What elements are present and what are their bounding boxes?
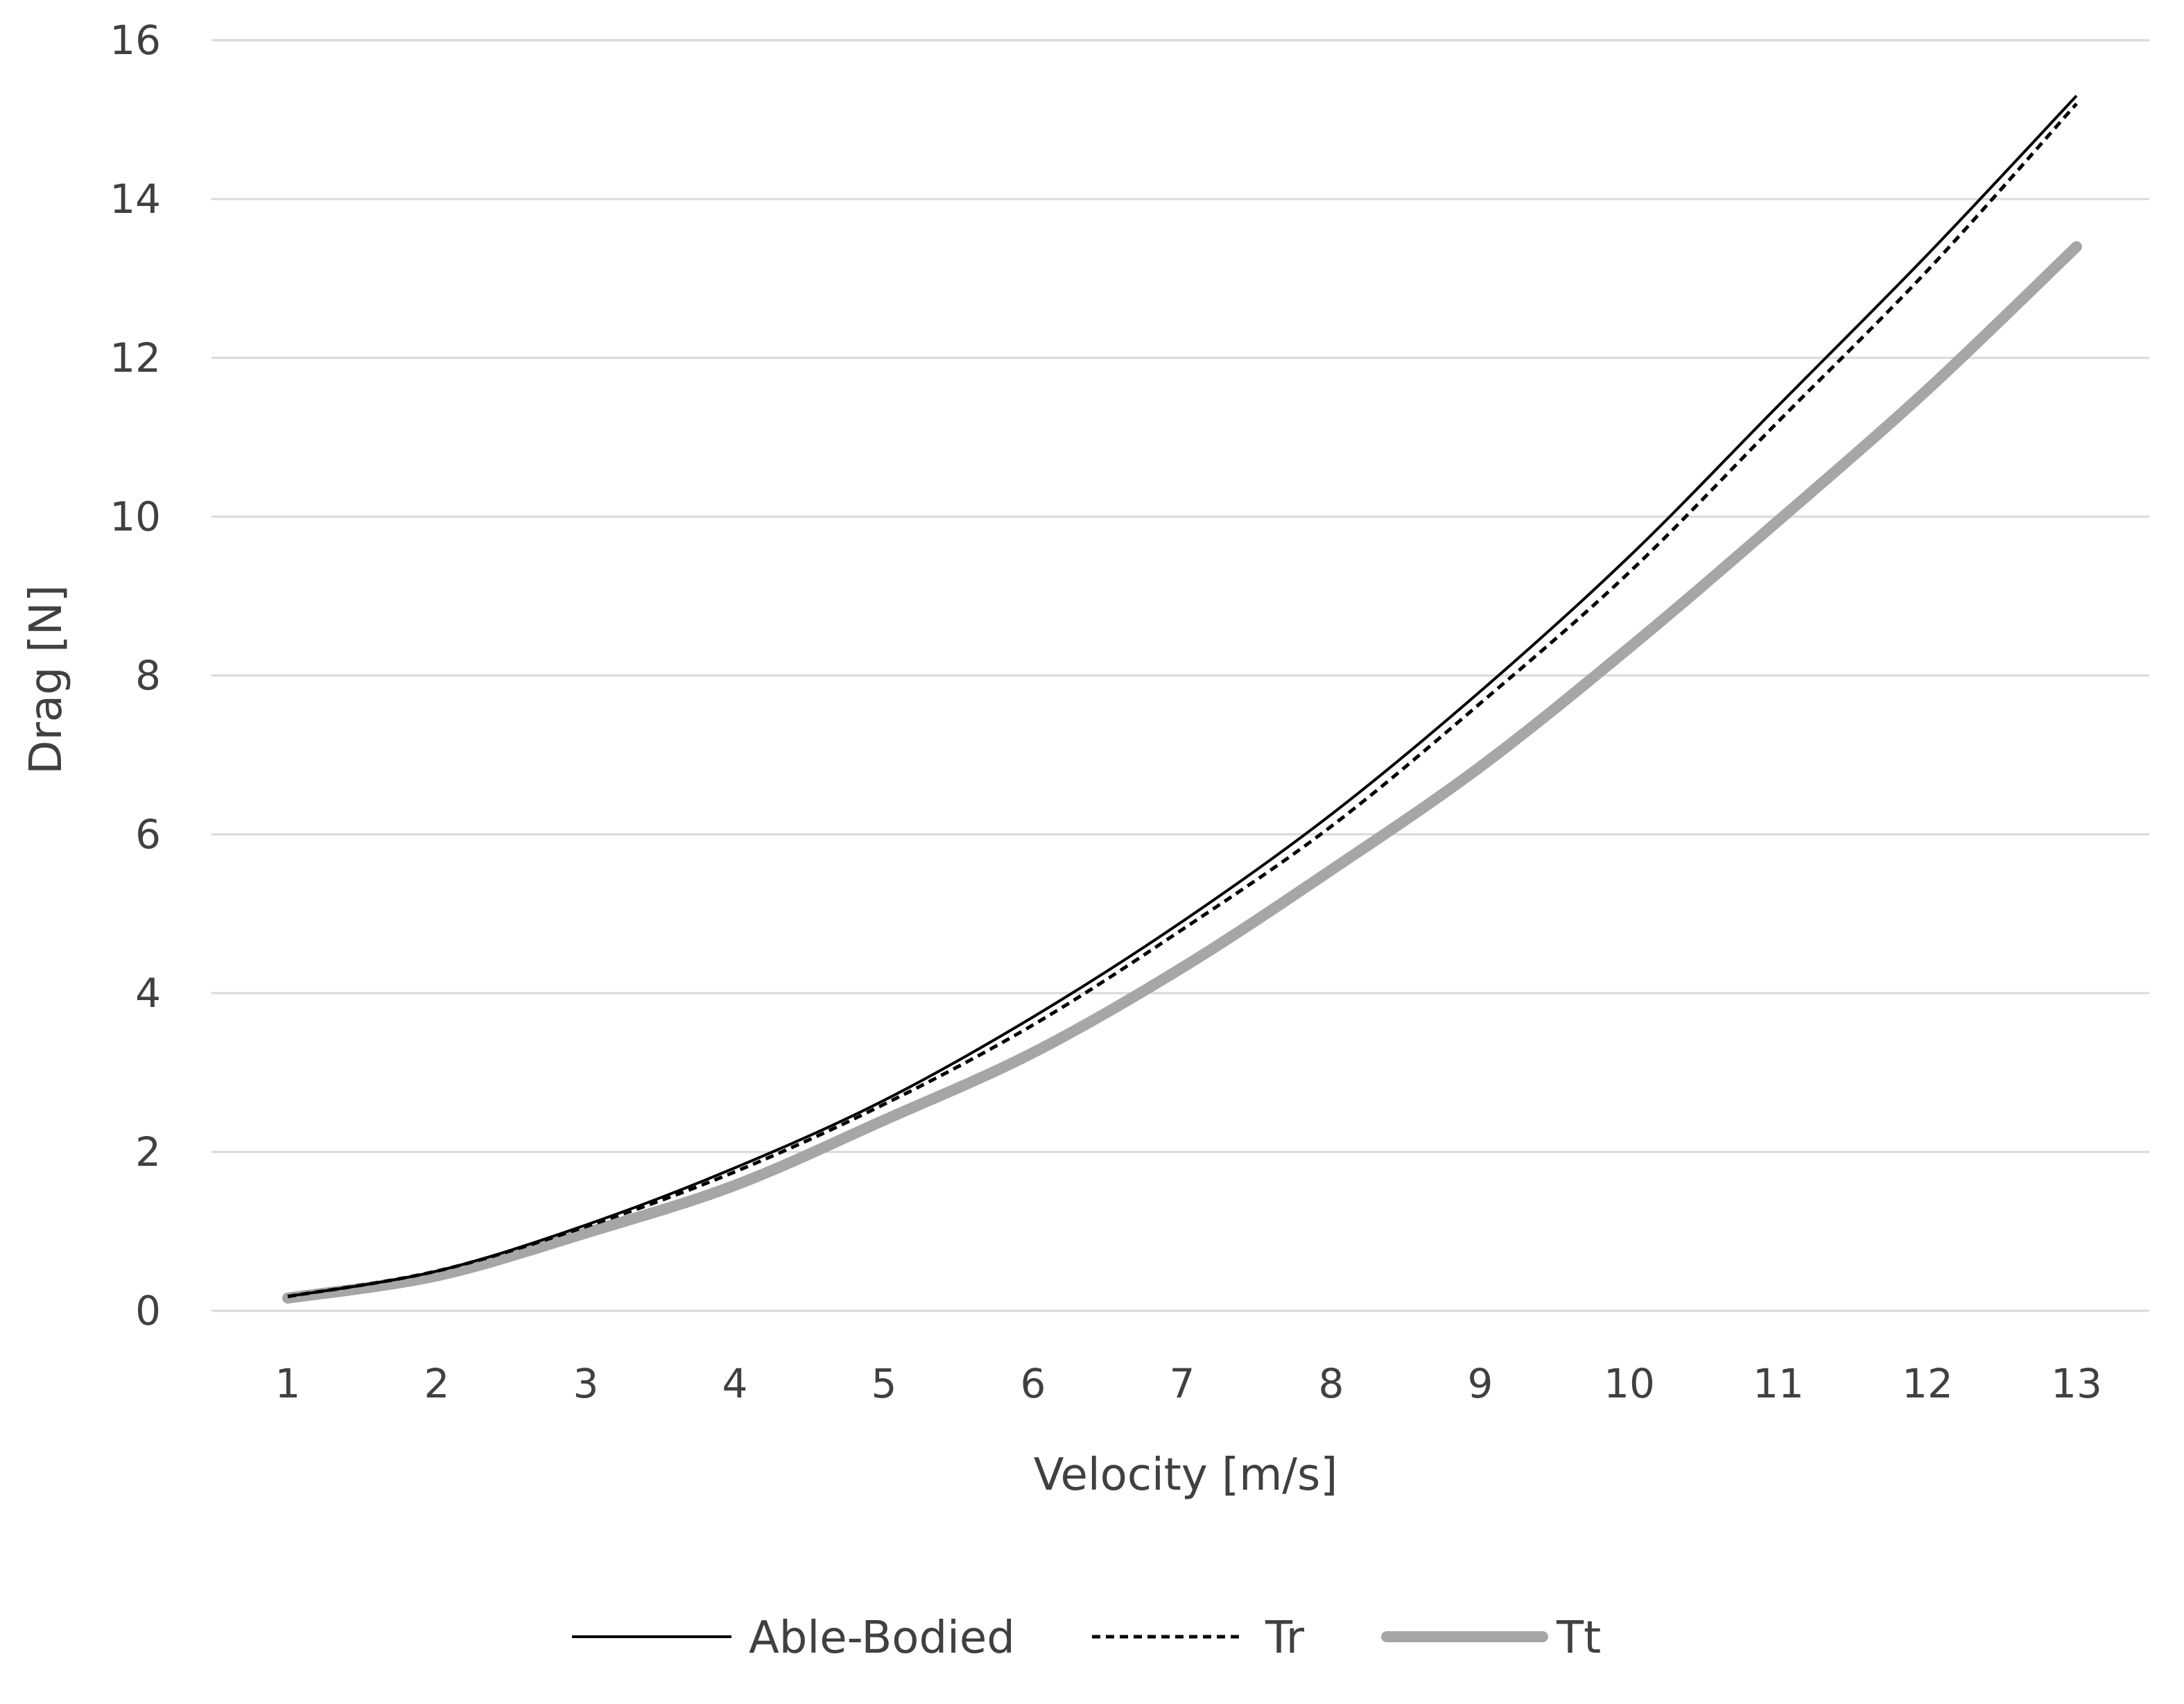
y-axis-title: Drag [N] (21, 585, 72, 775)
x-axis-ticks: 1 2 3 4 5 6 7 8 9 10 11 12 13 (275, 1360, 2102, 1407)
series-line-tt (282, 241, 2082, 1304)
y-tick-label: 6 (135, 811, 161, 858)
legend-label-tt: Tt (1556, 1612, 1601, 1664)
x-axis-title: Velocity [m/s] (1034, 1449, 1338, 1501)
legend: Able-Bodied Tr Tt (572, 1612, 1601, 1664)
x-tick-label: 13 (2051, 1360, 2102, 1407)
x-tick-label: 12 (1902, 1360, 1953, 1407)
y-tick-label: 0 (135, 1287, 161, 1334)
x-tick-label: 2 (424, 1360, 450, 1407)
x-tick-label: 8 (1319, 1360, 1344, 1407)
y-tick-label: 4 (135, 970, 161, 1017)
y-tick-label: 16 (110, 17, 161, 64)
x-tick-label: 4 (722, 1360, 748, 1407)
x-tick-label: 10 (1604, 1360, 1655, 1407)
legend-label-able-bodied: Able-Bodied (749, 1612, 1015, 1664)
y-tick-label: 8 (135, 652, 161, 699)
series-lines (282, 94, 2082, 1304)
y-axis-ticks: 0 2 4 6 8 10 12 14 16 (110, 17, 161, 1334)
x-tick-label: 9 (1468, 1360, 1493, 1407)
y-tick-label: 2 (135, 1128, 161, 1176)
series-line-tr (287, 102, 2078, 1298)
series-line-able-bodied (287, 94, 2078, 1298)
x-tick-label: 1 (275, 1360, 301, 1407)
x-tick-label: 5 (872, 1360, 897, 1407)
x-tick-label: 11 (1753, 1360, 1804, 1407)
grid-lines (211, 39, 2149, 1312)
y-tick-label: 12 (110, 334, 161, 381)
x-tick-label: 6 (1021, 1360, 1046, 1407)
y-tick-label: 14 (110, 175, 161, 223)
x-tick-label: 3 (573, 1360, 599, 1407)
y-tick-label: 10 (110, 493, 161, 540)
x-tick-label: 7 (1170, 1360, 1195, 1407)
legend-label-tr: Tr (1265, 1612, 1305, 1664)
